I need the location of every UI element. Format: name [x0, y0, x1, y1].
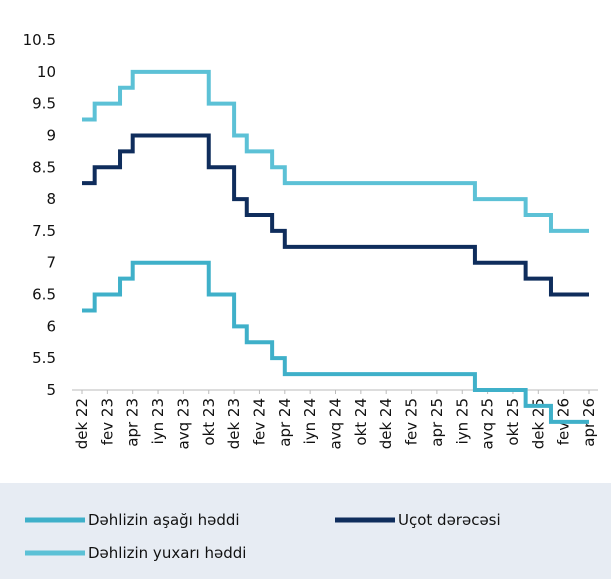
x-tick-label: okt 23 — [200, 398, 218, 446]
y-tick-label: 5.5 — [32, 349, 56, 367]
x-tick-label: avq 24 — [327, 398, 345, 449]
x-tick-label: dek 24 — [377, 398, 395, 449]
y-tick-label: 10 — [37, 63, 56, 81]
x-tick-label: apr 24 — [276, 398, 294, 447]
x-tick-label: avq 23 — [174, 398, 192, 449]
y-tick-label: 9.5 — [32, 95, 56, 113]
y-tick-label: 8.5 — [32, 158, 56, 176]
x-tick-label: fev 24 — [250, 398, 268, 445]
legend-label: Dəhlizin yuxarı həddi — [88, 544, 246, 562]
y-tick-label: 7.5 — [32, 222, 56, 240]
step-line — [82, 69, 589, 233]
legend-panel — [0, 483, 611, 579]
step-line — [82, 133, 589, 297]
x-tick-label: okt 24 — [352, 398, 370, 446]
legend-label: Dəhlizin aşağı həddi — [88, 511, 240, 529]
y-tick-label: 9 — [46, 126, 56, 144]
x-tick-label: iyn 24 — [301, 398, 319, 444]
legend-label: Uçot dərəcəsi — [398, 511, 501, 529]
y-tick-label: 10.5 — [23, 31, 56, 49]
x-tick-label: apr 23 — [124, 398, 142, 447]
x-tick-label: iyn 25 — [453, 398, 471, 444]
x-tick-label: okt 25 — [504, 398, 522, 446]
y-tick-label: 5 — [46, 381, 56, 399]
y-tick-label: 6 — [46, 317, 56, 335]
x-tick-label: dek 22 — [73, 398, 91, 449]
y-tick-label: 6.5 — [32, 286, 56, 304]
x-tick-label: dek 23 — [225, 398, 243, 449]
y-tick-label: 8 — [46, 190, 56, 208]
step-line — [82, 260, 589, 424]
x-tick-label: iyn 23 — [149, 398, 167, 444]
x-tick-label: dek 25 — [529, 398, 547, 449]
x-tick-label: fev 25 — [403, 398, 421, 445]
y-tick-label: 7 — [46, 254, 56, 272]
x-tick-label: avq 25 — [479, 398, 497, 449]
x-tick-label: apr 25 — [428, 398, 446, 447]
x-tick-label: fev 23 — [98, 398, 116, 445]
